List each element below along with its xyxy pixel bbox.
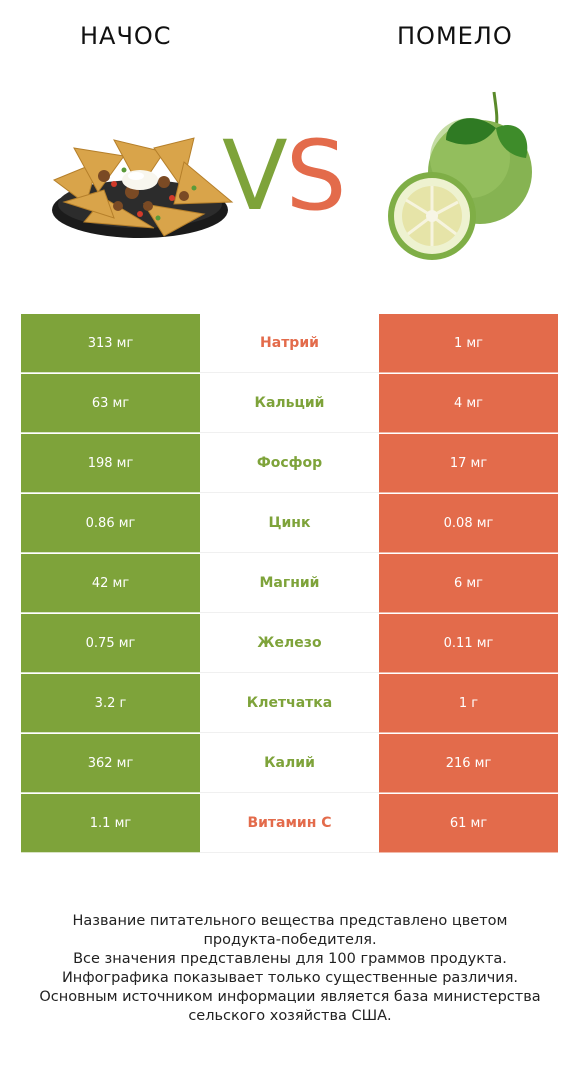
left-value: 1.1 мг <box>21 794 200 853</box>
right-value: 17 мг <box>379 434 558 493</box>
vs-v: V <box>222 120 288 232</box>
nutrient-label: Кальций <box>200 374 379 433</box>
vs-label: VS <box>222 128 347 224</box>
nutrient-table: 313 мг Натрий 1 мг 63 мг Кальций 4 мг 198 мг Фо… <box>21 314 558 853</box>
table-row: 0.75 мг Железо 0.11 мг <box>21 614 558 674</box>
right-value: 0.11 мг <box>379 614 558 673</box>
nutrient-label: Калий <box>200 734 379 793</box>
left-value: 0.86 мг <box>21 494 200 553</box>
nutrient-label: Фосфор <box>200 434 379 493</box>
table-row: 42 мг Магний 6 мг <box>21 554 558 614</box>
footnote-line-4: Инфографика показывает только существенн… <box>61 970 519 986</box>
left-value: 63 мг <box>21 374 200 433</box>
left-value: 42 мг <box>21 554 200 613</box>
left-value: 3.2 г <box>21 674 200 733</box>
right-product-title: ПОМЕЛО <box>397 22 513 50</box>
nutrient-label: Магний <box>200 554 379 613</box>
left-value: 198 мг <box>21 434 200 493</box>
right-value: 6 мг <box>379 554 558 613</box>
footnote-line-2: продукта-победителя. <box>203 932 377 948</box>
footnote-line-3: Все значения представлены для 100 граммо… <box>73 951 507 967</box>
right-value: 216 мг <box>379 734 558 793</box>
footnote-line-1: Название питательного вещества представл… <box>72 913 508 929</box>
footnote: Название питательного вещества представл… <box>0 912 580 1026</box>
nutrient-label: Клетчатка <box>200 674 379 733</box>
left-value: 362 мг <box>21 734 200 793</box>
right-value: 4 мг <box>379 374 558 433</box>
table-row: 3.2 г Клетчатка 1 г <box>21 674 558 734</box>
right-value: 1 г <box>379 674 558 733</box>
footnote-line-5: Основным источником информации является … <box>39 989 541 1005</box>
nutrient-label: Железо <box>200 614 379 673</box>
vs-s: S <box>285 120 347 232</box>
left-value: 0.75 мг <box>21 614 200 673</box>
nutrient-label: Цинк <box>200 494 379 553</box>
right-value: 1 мг <box>379 314 558 373</box>
table-row: 362 мг Калий 216 мг <box>21 734 558 794</box>
pomelo-image <box>388 91 532 260</box>
nutrient-label: Витамин C <box>200 794 379 853</box>
right-value: 0.08 мг <box>379 494 558 553</box>
table-row: 313 мг Натрий 1 мг <box>21 314 558 374</box>
table-row: 1.1 мг Витамин C 61 мг <box>21 794 558 853</box>
left-product-title: НАЧОС <box>80 22 172 50</box>
right-value: 61 мг <box>379 794 558 853</box>
nachos-image <box>52 137 234 238</box>
table-row: 0.86 мг Цинк 0.08 мг <box>21 494 558 554</box>
table-row: 198 мг Фосфор 17 мг <box>21 434 558 494</box>
footnote-line-6: сельского хозяйства США. <box>188 1008 392 1024</box>
nutrient-label: Натрий <box>200 314 379 373</box>
table-row: 63 мг Кальций 4 мг <box>21 374 558 434</box>
left-value: 313 мг <box>21 314 200 373</box>
